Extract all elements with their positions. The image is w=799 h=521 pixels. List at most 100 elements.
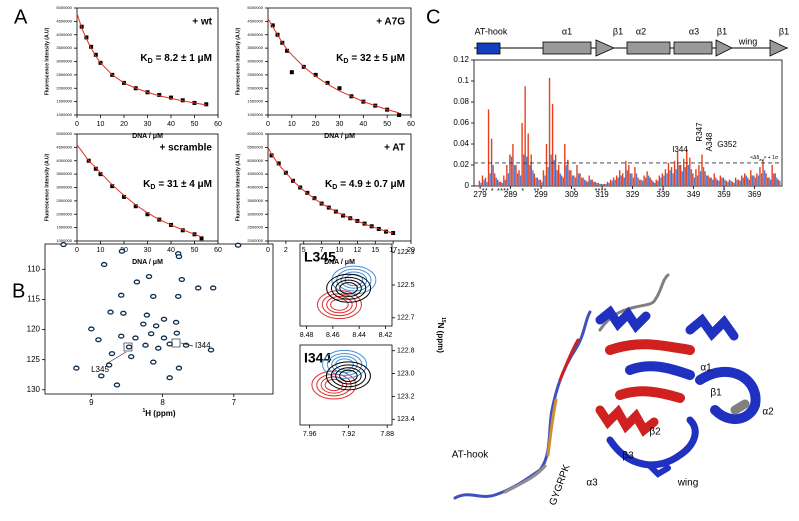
bar (773, 173, 775, 186)
bar (724, 179, 726, 186)
x-tick-label: 7 (232, 398, 237, 407)
x-tick-label: 40 (359, 121, 367, 128)
bar (631, 173, 633, 186)
asterisk: * (497, 188, 500, 195)
peak (132, 335, 139, 341)
bar (574, 177, 577, 186)
x-tick-label: 9 (89, 398, 94, 407)
bar (483, 179, 485, 186)
peak (160, 335, 168, 341)
bar (484, 177, 487, 186)
bar (577, 173, 580, 186)
bar (602, 183, 604, 186)
asterisk: * (506, 188, 509, 195)
kd-text: = 8.2 ± 1 μM (156, 53, 212, 64)
bar (597, 182, 600, 186)
bar (603, 183, 606, 186)
y-tick-label: 110 (27, 264, 40, 273)
peak (73, 365, 80, 371)
y-axis-label: Fluorescence Intensity (A.U) (235, 27, 241, 95)
bar (498, 181, 500, 186)
bar (704, 171, 706, 186)
contour (326, 273, 372, 303)
bar (551, 104, 554, 186)
y-tick-label: 3500000 (247, 45, 263, 50)
y-tick-label: 5000000 (247, 158, 263, 163)
bar (733, 182, 735, 186)
bar (739, 180, 741, 186)
kd-value: KD = 32 ± 5 μM (336, 53, 405, 65)
bar (582, 177, 584, 186)
topology-label: α3 (689, 26, 699, 36)
bar (579, 173, 581, 186)
asterisk: * (662, 188, 665, 195)
bar (707, 175, 709, 186)
bar (646, 171, 648, 186)
x-axis-label: DNA / μM (132, 259, 163, 266)
bar (713, 173, 715, 186)
data-point (157, 92, 162, 97)
peak-annotation: L345 (91, 365, 109, 374)
kd-text: = 4.9 ± 0.7 μM (340, 179, 405, 190)
x-tick-label: 20 (312, 121, 320, 128)
structure-label: wing (677, 478, 699, 489)
x-tick-label: 0 (75, 247, 79, 254)
x-axis-label: DNA / μM (324, 259, 355, 266)
bar (667, 162, 670, 186)
structure-label: β2 (649, 427, 661, 438)
bar (666, 173, 668, 186)
x-tick-label: 7.88 (380, 431, 394, 438)
bar (547, 167, 549, 186)
bar (617, 177, 619, 186)
topology-label: β1 (717, 26, 727, 36)
bar (734, 177, 737, 186)
protein-structure (453, 273, 761, 500)
bar (615, 175, 618, 186)
y-tick-label: 2000000 (56, 211, 72, 216)
annotation: + scramble (159, 143, 212, 154)
peak (150, 293, 157, 299)
x-tick-label: 7.96 (303, 431, 317, 438)
y-axis-label: Fluorescence Intensity (A.U) (44, 153, 50, 221)
topology-strand (715, 39, 733, 57)
x-tick-label: 0 (266, 247, 270, 254)
bar (618, 170, 621, 186)
bar (533, 173, 535, 186)
bar (561, 175, 563, 186)
y-axis-label: Fluorescence Intensity (A.U) (235, 153, 241, 221)
bar (678, 165, 680, 186)
topology-helix (542, 41, 592, 55)
structure-label: AT-hook (452, 450, 489, 461)
x-tick-label: 50 (191, 247, 199, 254)
kd-symbol: K (336, 53, 344, 64)
peak-box (123, 342, 133, 352)
bar (495, 177, 497, 186)
data-point (145, 212, 150, 217)
bar (696, 175, 699, 186)
peak (166, 375, 173, 381)
contour (316, 373, 352, 397)
threshold-pre: <Δδ (750, 155, 759, 161)
bar (712, 179, 714, 186)
peak (127, 354, 135, 360)
x-tick-label: 40 (167, 247, 175, 254)
bar (757, 175, 760, 186)
y-tick-label: 1000000 (247, 112, 263, 117)
bar (545, 144, 548, 186)
y-tick-label: 0.12 (453, 55, 469, 64)
x-tick-label: 60 (214, 121, 222, 128)
y-tick-label: 4000000 (247, 32, 263, 37)
bar (672, 173, 674, 186)
y-tick-label: 2500000 (56, 72, 72, 77)
bar (643, 175, 645, 186)
y-tick-label: 2500000 (247, 72, 263, 77)
bar (695, 169, 697, 186)
y-tick-label: 0.06 (453, 118, 469, 127)
x-tick-label: 5 (302, 247, 306, 254)
x-tick-label: 7.92 (342, 431, 356, 438)
asterisk: * (521, 188, 524, 195)
bar (637, 177, 639, 186)
bar (640, 179, 642, 186)
contour (330, 276, 367, 300)
